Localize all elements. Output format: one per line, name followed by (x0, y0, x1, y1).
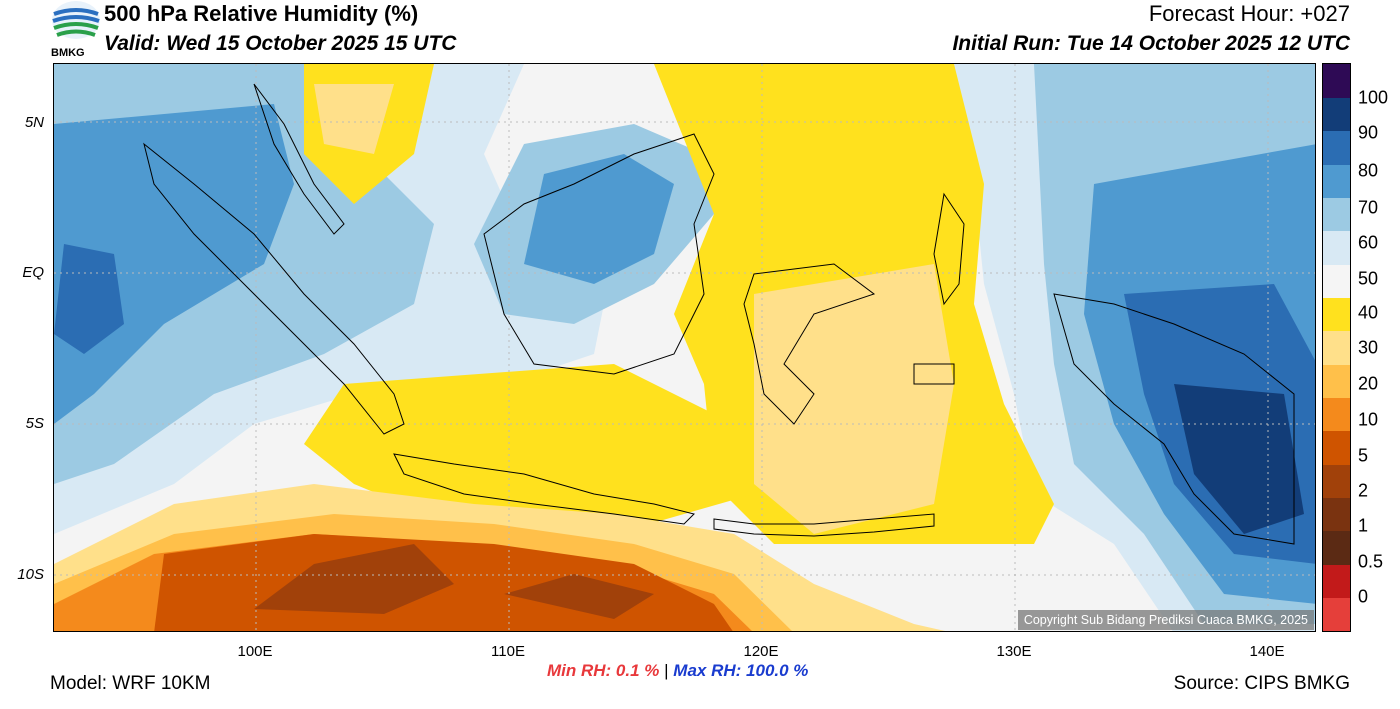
colorbar-label: 10 (1358, 409, 1379, 430)
rh-min-max: Min RH: 0.1 % | Max RH: 100.0 % (547, 661, 808, 681)
colorbar-segment (1323, 230, 1350, 265)
colorbar-label: 0.5 (1358, 551, 1384, 572)
colorbar-segment (1323, 497, 1350, 532)
colorbar-label: 2 (1358, 480, 1369, 501)
colorbar-segment (1323, 297, 1350, 332)
colorbar-segment (1323, 464, 1350, 499)
colorbar-segment (1323, 597, 1350, 632)
lat-label-5s: 5S (25, 415, 44, 432)
humidity-map[interactable]: Copyright Sub Bidang Prediksi Cuaca BMKG… (53, 63, 1316, 632)
colorbar-label: 50 (1358, 268, 1379, 289)
lon-label-140e: 140E (1249, 643, 1285, 660)
colorbar-label: 5 (1358, 445, 1369, 466)
logo-text: BMKG (51, 47, 85, 59)
colorbar-segment (1323, 97, 1350, 132)
colorbar-segment (1323, 130, 1350, 165)
lat-label-eq: EQ (22, 264, 44, 281)
copyright-notice: Copyright Sub Bidang Prediksi Cuaca BMKG… (1017, 610, 1314, 630)
colorbar-label: 1 (1358, 515, 1369, 536)
model-label: Model: WRF 10KM (50, 673, 211, 694)
lat-label-5n: 5N (24, 114, 44, 131)
colorbar-segment (1323, 530, 1350, 565)
colorbar-label: 80 (1358, 160, 1379, 181)
colorbar-segment (1323, 397, 1350, 432)
colorbar-segment (1323, 197, 1350, 232)
forecast-hour: Forecast Hour: +027 (1148, 1, 1350, 26)
min-max-separator: | (664, 661, 669, 680)
source-label: Source: CIPS BMKG (1173, 673, 1350, 694)
lon-label-130e: 130E (996, 643, 1032, 660)
valid-time: Valid: Wed 15 October 2025 15 UTC (104, 32, 457, 55)
colorbar-segment (1323, 264, 1350, 298)
colorbar-segment (1323, 430, 1350, 465)
colorbar-segment (1323, 364, 1350, 399)
map-title: 500 hPa Relative Humidity (%) (104, 1, 419, 26)
lon-label-100e: 100E (237, 643, 273, 660)
lon-label-110e: 110E (491, 643, 525, 660)
colorbar (1322, 63, 1351, 632)
initial-run: Initial Run: Tue 14 October 2025 12 UTC (952, 32, 1350, 55)
colorbar-label: 30 (1358, 337, 1379, 358)
colorbar-segment (1323, 564, 1350, 599)
min-rh: Min RH: 0.1 % (547, 661, 660, 680)
colorbar-label: 100 (1358, 87, 1389, 108)
colorbar-segment (1323, 64, 1350, 98)
lat-label-10s: 10S (17, 566, 44, 583)
lon-label-120e: 120E (743, 643, 779, 660)
humidity-field (54, 64, 1315, 631)
colorbar-segment (1323, 164, 1350, 198)
colorbar-label: 0 (1358, 586, 1369, 607)
colorbar-label: 70 (1358, 197, 1379, 218)
bmkg-logo (50, 0, 102, 62)
colorbar-label: 60 (1358, 232, 1379, 253)
colorbar-label: 40 (1358, 302, 1379, 323)
colorbar-label: 20 (1358, 373, 1379, 394)
max-rh: Max RH: 100.0 % (673, 661, 809, 680)
colorbar-label: 90 (1358, 122, 1379, 143)
colorbar-segment (1323, 330, 1350, 365)
